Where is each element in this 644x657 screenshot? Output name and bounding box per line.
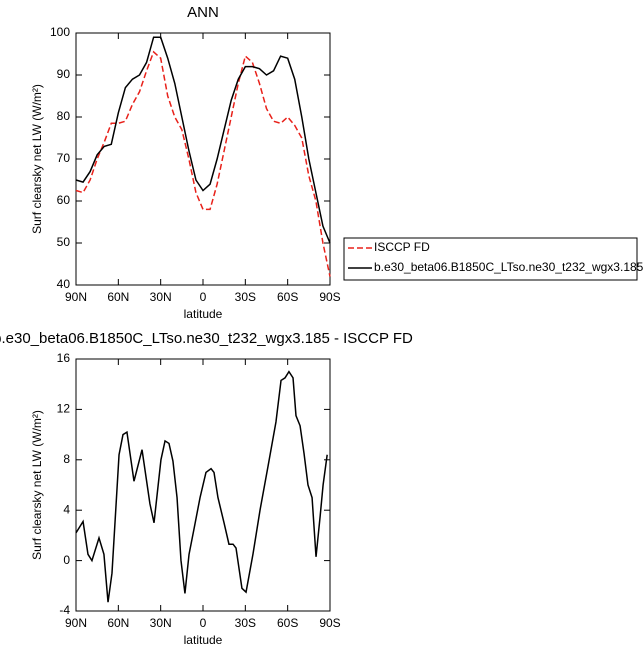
legend-box [343,237,638,281]
chart-title: b.e30_beta06.B1850C_LTso.ne30_t232_wgx3.… [0,330,413,347]
legend-label: ISCCP FD [374,240,430,254]
x-tick-label: 0 [200,290,207,304]
x-tick-label: 30S [235,616,256,630]
x-tick-label: 30S [235,290,256,304]
x-tick-label: 0 [200,616,207,630]
y-tick-label: 8 [63,452,70,466]
y-tick-label: 50 [57,235,71,249]
data-line [75,36,331,244]
y-tick-label: 16 [57,351,71,365]
chart-title: ANN [187,4,219,21]
data-line [75,50,331,277]
y-axis-label: Surf clearsky net LW (W/m²) [30,84,44,234]
y-tick-label: 60 [57,193,71,207]
y-tick-label: 100 [50,25,70,39]
y-tick-label: 40 [57,277,71,291]
x-tick-label: 60N [107,616,129,630]
x-axis-label: latitude [184,633,223,647]
data-line [75,370,328,603]
x-tick-label: 90S [319,290,340,304]
legend-label: b.e30_beta06.B1850C_LTso.ne30_t232_wgx3.… [374,260,644,274]
x-tick-label: 60N [107,290,129,304]
y-tick-label: 0 [63,553,70,567]
x-tick-label: 90N [65,290,87,304]
x-tick-label: 60S [277,616,298,630]
x-tick-label: 30N [150,290,172,304]
y-tick-label: 4 [63,502,70,516]
x-axis-label: latitude [184,307,223,321]
y-tick-label: -4 [59,603,70,617]
y-tick-label: 70 [57,151,71,165]
y-tick-label: 12 [57,402,71,416]
y-tick-label: 90 [57,67,71,81]
x-tick-label: 90N [65,616,87,630]
y-axis-label: Surf clearsky net LW (W/m²) [30,410,44,560]
x-tick-label: 60S [277,290,298,304]
x-tick-label: 30N [150,616,172,630]
x-tick-label: 90S [319,616,340,630]
y-tick-label: 80 [57,109,71,123]
